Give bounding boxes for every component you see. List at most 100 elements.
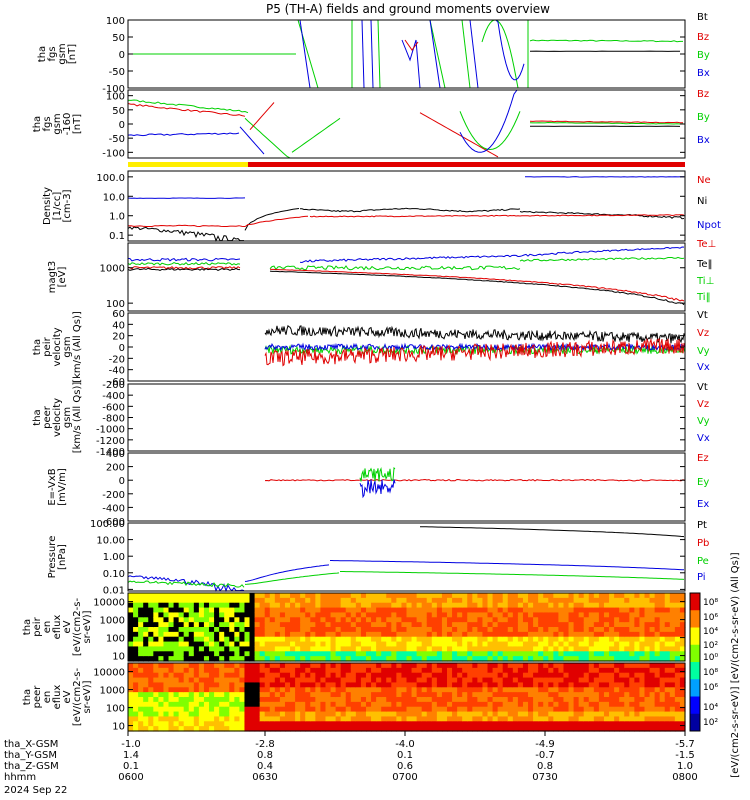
heatmap-cell — [674, 672, 681, 679]
heatmap-cell — [649, 656, 656, 662]
heatmap-cell — [335, 593, 342, 599]
heatmap-cell — [284, 672, 291, 679]
heatmap-cell — [350, 636, 357, 643]
heatmap-cell — [198, 636, 205, 643]
heatmap-cell — [401, 706, 408, 713]
heatmap-cell — [578, 597, 585, 604]
heatmap-cell — [239, 631, 246, 638]
ne-trace — [127, 224, 246, 228]
panel-5-tick-label: 40 — [112, 320, 125, 331]
heatmap-cell — [507, 617, 514, 623]
heatmap-cell — [447, 656, 453, 662]
heatmap-cell — [639, 682, 646, 688]
heatmap-cell — [350, 631, 357, 638]
heatmap-cell — [153, 682, 159, 688]
heatmap-cell — [325, 651, 332, 657]
heatmap-cell — [305, 617, 311, 623]
heatmap-cell — [619, 721, 625, 727]
heatmap-cell — [183, 711, 190, 718]
heatmap-cell — [522, 677, 529, 684]
heatmap-cell — [188, 701, 195, 708]
heatmap-cell — [239, 627, 246, 633]
heatmap-cell — [259, 701, 266, 708]
heatmap-cell — [158, 641, 165, 648]
heatmap-cell — [502, 687, 509, 693]
heatmap-cell — [365, 716, 372, 722]
heatmap-cell — [279, 636, 286, 643]
heatmap-cell — [512, 711, 519, 718]
heatmap-cell — [406, 687, 413, 693]
by-trace — [244, 117, 291, 159]
heatmap-cell — [598, 672, 605, 679]
heatmap-cell — [315, 667, 322, 674]
heatmap-cell — [209, 701, 215, 708]
heatmap-cell — [229, 617, 235, 623]
heatmap-cell — [426, 716, 433, 722]
heatmap-cell — [411, 641, 418, 648]
heatmap-cell — [133, 617, 139, 623]
heatmap-cell — [254, 687, 261, 693]
colorbar-tick-label: 10⁴ — [703, 703, 718, 713]
by-trace — [481, 19, 524, 89]
heatmap-cell — [371, 706, 377, 713]
heatmap-cell — [603, 617, 610, 623]
heatmap-cell — [573, 692, 580, 698]
heatmap-cell — [528, 692, 534, 698]
heatmap-cell — [315, 636, 322, 643]
heatmap-cell — [533, 656, 539, 662]
heatmap-cell — [234, 631, 240, 638]
heatmap-cell — [482, 663, 489, 669]
heatmap-cell — [639, 607, 646, 614]
heatmap-cell — [345, 721, 352, 727]
heatmap-cell — [573, 597, 580, 604]
heatmap-cell — [284, 682, 291, 688]
heatmap-cell — [219, 677, 225, 684]
heatmap-cell — [502, 697, 509, 703]
heatmap-cell — [436, 622, 443, 628]
heatmap-cell — [452, 627, 458, 633]
heatmap-cell — [269, 701, 276, 708]
colorbar-swatch — [690, 662, 700, 666]
heatmap-cell — [482, 622, 489, 628]
heatmap-cell — [401, 677, 408, 684]
heatmap-cell — [507, 627, 514, 633]
heatmap-cell — [209, 672, 215, 679]
heatmap-cell — [659, 672, 666, 679]
heatmap-cell — [153, 617, 159, 623]
heatmap-cell — [188, 663, 195, 669]
heatmap-cell — [128, 682, 134, 688]
heatmap-cell — [163, 701, 170, 708]
heatmap-cell — [249, 687, 256, 693]
heatmap-cell — [148, 692, 154, 698]
heatmap-cell — [133, 677, 139, 684]
heatmap-cell — [224, 593, 230, 599]
heatmap-cell — [497, 631, 504, 638]
panel-5-ylabel: thapeirvelocitygsm[km/s (All Qs)] — [32, 311, 83, 383]
heatmap-cell — [548, 667, 554, 674]
heatmap-cell — [401, 622, 408, 628]
heatmap-cell — [588, 617, 595, 623]
heatmap-cell — [183, 663, 190, 669]
heatmap-cell — [198, 716, 205, 722]
heatmap-cell — [315, 721, 322, 727]
heatmap-cell — [609, 597, 615, 604]
heatmap-cell — [224, 651, 230, 657]
heatmap-cell — [401, 721, 408, 727]
heatmap-cell — [649, 631, 656, 638]
heatmap-cell — [153, 721, 159, 727]
heatmap-cell — [229, 656, 235, 662]
heatmap-cell — [315, 641, 322, 648]
heatmap-cell — [482, 636, 489, 643]
heatmap-cell — [254, 726, 261, 732]
heatmap-cell — [148, 622, 154, 628]
heatmap-cell — [512, 701, 519, 708]
legend-Npot: Npot — [697, 220, 721, 231]
heatmap-cell — [669, 612, 676, 618]
heatmap-cell — [609, 627, 615, 633]
heatmap-cell — [603, 706, 610, 713]
heatmap-cell — [259, 667, 266, 674]
heatmap-cell — [609, 697, 615, 703]
heatmap-cell — [305, 716, 311, 722]
heatmap-cell — [239, 646, 246, 652]
heatmap-cell — [497, 711, 504, 718]
